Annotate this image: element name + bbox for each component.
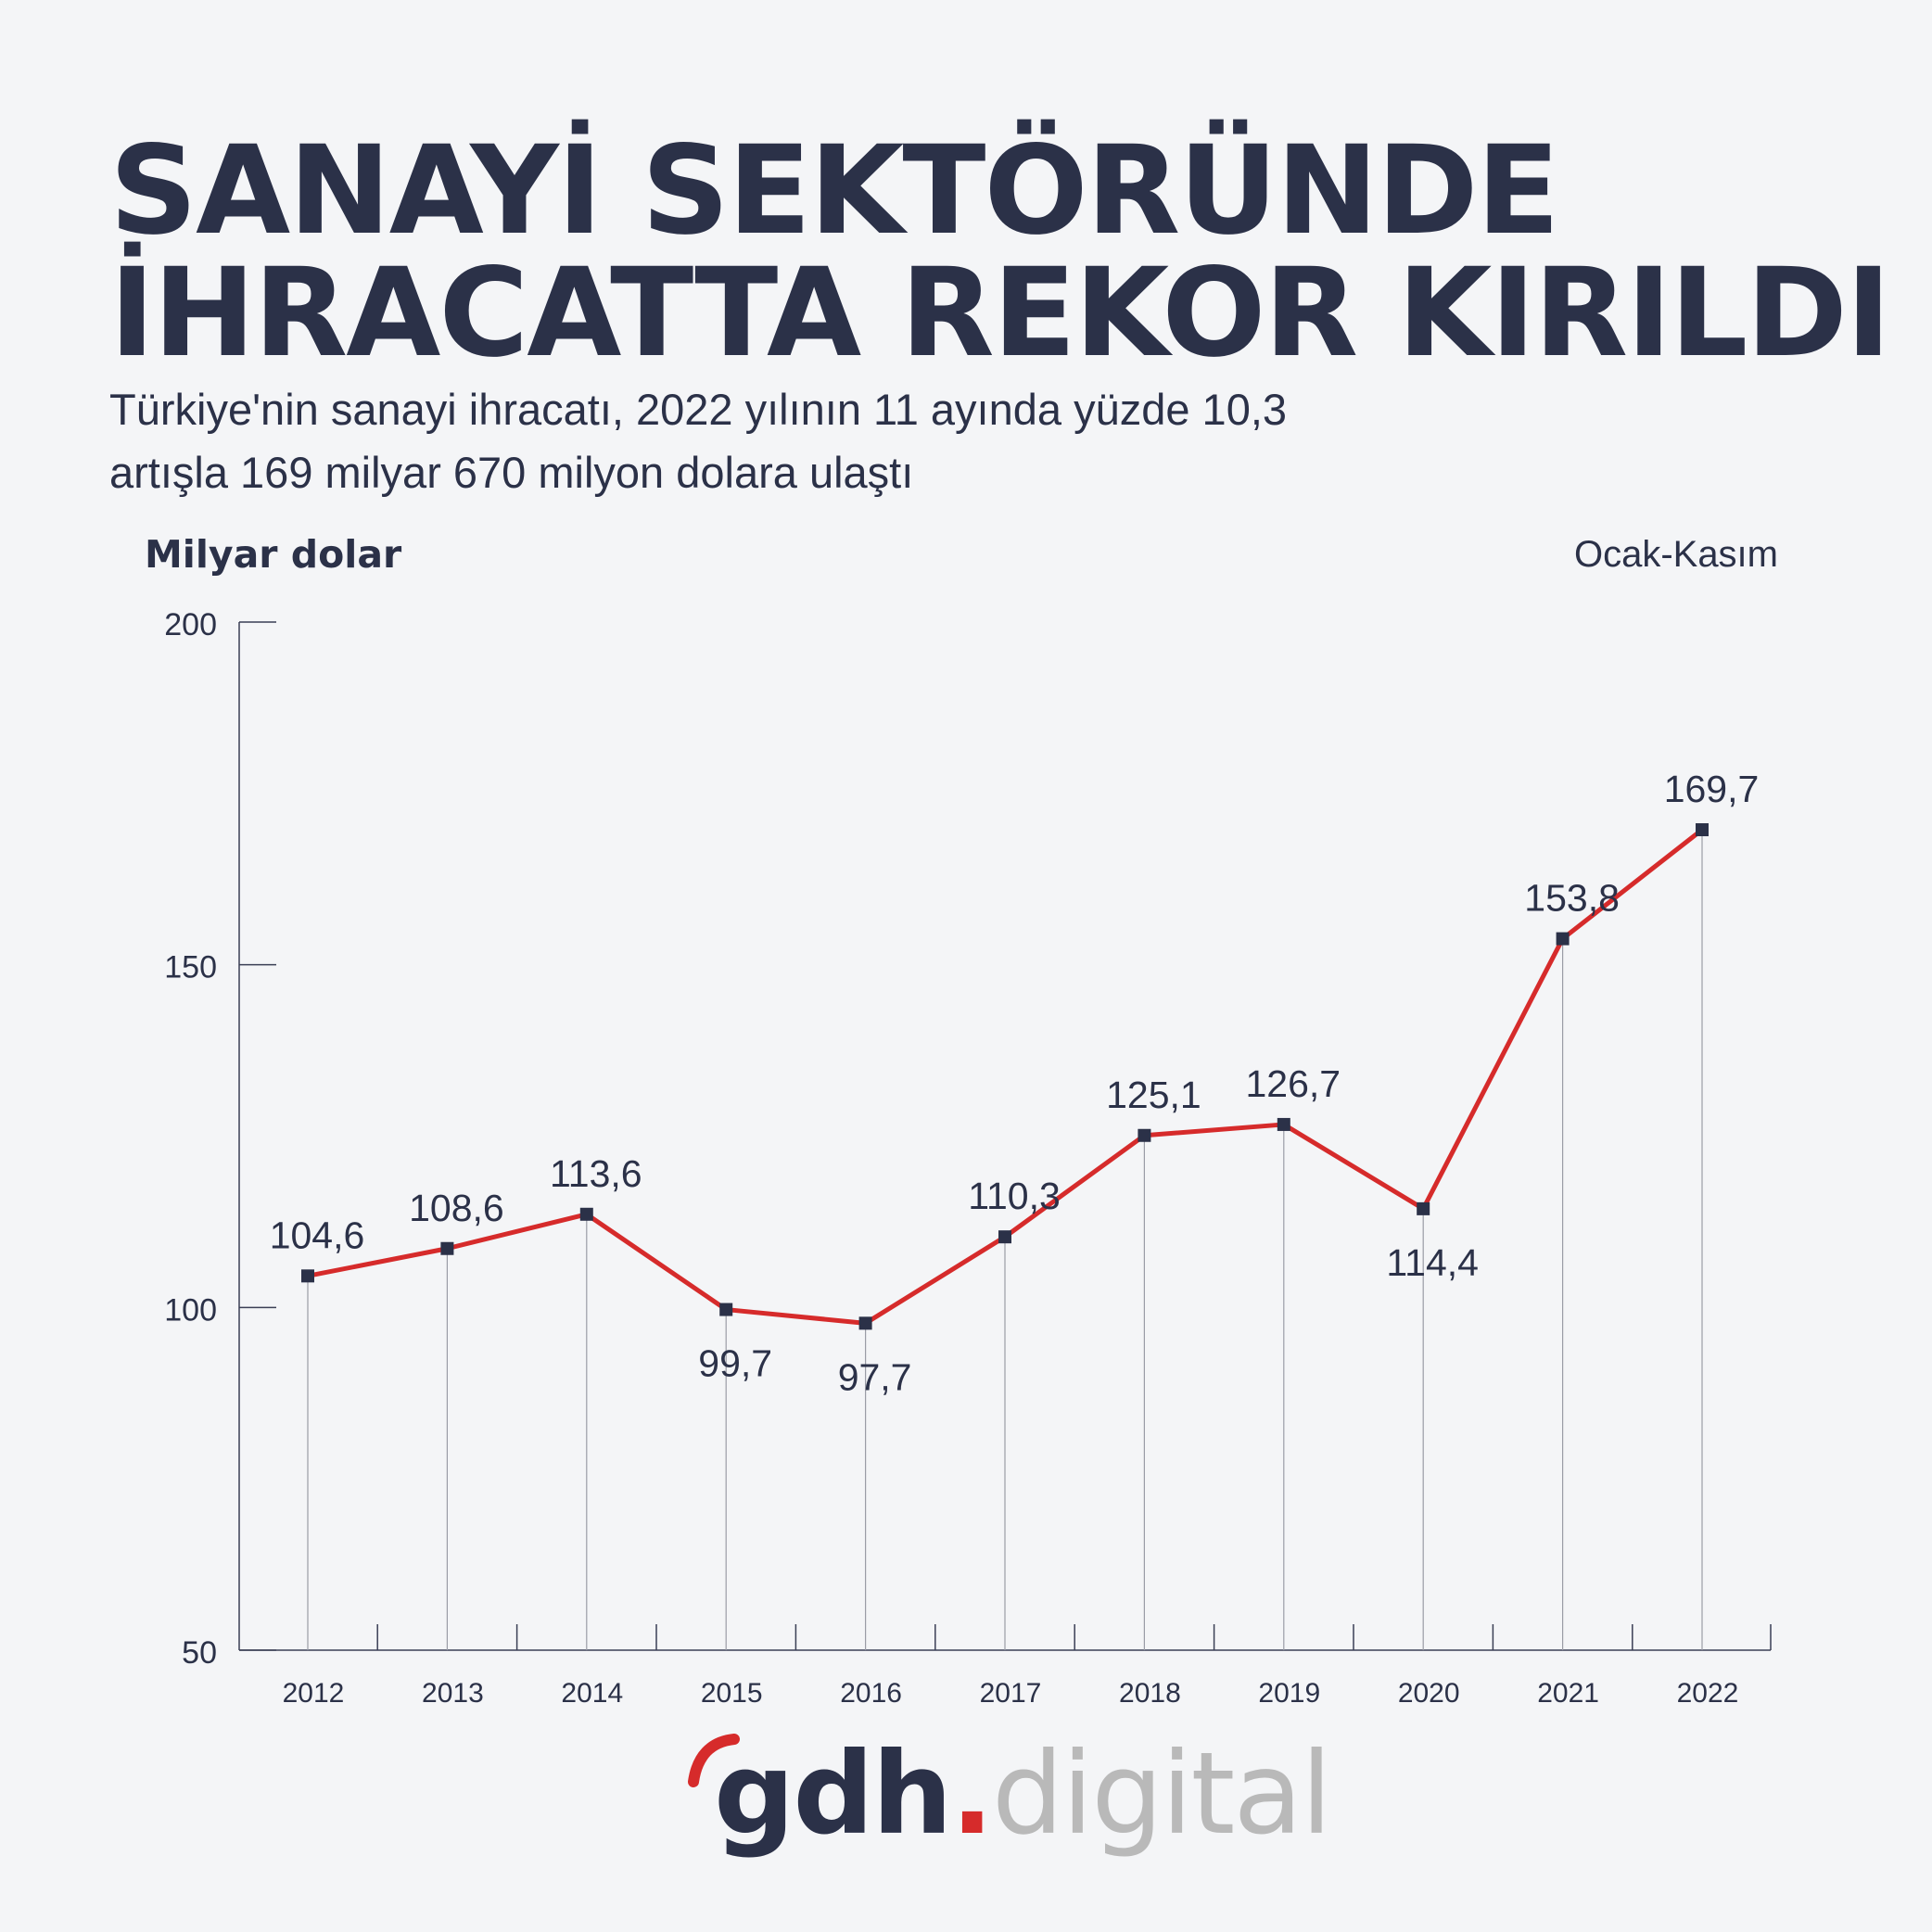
data-point — [301, 1269, 314, 1283]
subtitle-line-1: Türkiye'nin sanayi ihracatı, 2022 yılını… — [109, 385, 1288, 434]
x-tick-label: 2021 — [1537, 1678, 1599, 1709]
data-point — [1556, 932, 1570, 946]
data-point — [440, 1241, 454, 1255]
x-tick-label: 2012 — [283, 1678, 345, 1709]
x-tick-label: 2013 — [422, 1678, 484, 1709]
period-label: Ocak-Kasım — [1573, 534, 1778, 575]
title-line-1: SANAYİ SEKTÖRÜNDE — [109, 120, 1560, 262]
y-axis-unit-label: Milyar dolar — [145, 532, 402, 577]
data-label: 153,8 — [1524, 877, 1620, 920]
data-label: 169,7 — [1664, 768, 1760, 810]
data-label: 110,3 — [968, 1175, 1061, 1217]
y-tick-label: 200 — [164, 607, 217, 642]
x-tick-label: 2020 — [1398, 1678, 1460, 1709]
x-tick-label: 2014 — [561, 1678, 623, 1709]
subtitle-line-2: artışla 169 milyar 670 milyon dolara ula… — [109, 448, 914, 497]
logo-wordmark: gdh.digital — [714, 1724, 1332, 1863]
chart-title: SANAYİ SEKTÖRÜNDE İHRACATTA REKOR KIRILD… — [109, 120, 1891, 385]
x-tick-label: 2017 — [980, 1678, 1042, 1709]
data-point — [858, 1316, 872, 1330]
data-point — [1138, 1128, 1151, 1142]
y-tick-label: 100 — [164, 1292, 217, 1328]
chart-subtitle: Türkiye'nin sanayi ihracatı, 2022 yılını… — [109, 378, 1685, 504]
data-point — [719, 1303, 733, 1316]
data-label: 97,7 — [838, 1355, 912, 1398]
x-tick-label: 2015 — [701, 1678, 763, 1709]
data-label: 114,4 — [1386, 1241, 1479, 1284]
data-label: 126,7 — [1245, 1062, 1341, 1105]
data-label: 108,6 — [409, 1187, 504, 1229]
logo-dot: . — [950, 1728, 994, 1860]
data-point — [1417, 1201, 1430, 1215]
data-point — [1696, 823, 1709, 837]
y-tick-label: 150 — [164, 950, 217, 985]
data-label: 104,6 — [270, 1214, 365, 1256]
logo-main-text: gdh — [714, 1728, 953, 1860]
x-tick-label: 2022 — [1677, 1678, 1739, 1709]
line-chart: 50 100 150 200 2012 2013 2014 2015 2016 2017 2018 2… — [164, 607, 1772, 1709]
gdh-digital-logo: gdh.digital — [686, 1724, 1332, 1873]
title-line-2: İHRACATTA REKOR KIRILDI — [109, 242, 1891, 385]
y-tick-label: 50 — [182, 1635, 217, 1671]
data-point — [998, 1230, 1011, 1244]
data-label: 125,1 — [1106, 1074, 1201, 1116]
logo-sub-text: digital — [991, 1728, 1332, 1860]
x-tick-label: 2018 — [1119, 1678, 1181, 1709]
data-point — [579, 1207, 593, 1221]
data-label: 113,6 — [550, 1152, 642, 1195]
data-point — [1277, 1117, 1290, 1131]
data-label: 99,7 — [698, 1342, 772, 1385]
logo-swoosh-icon — [688, 1734, 740, 1787]
x-tick-label: 2016 — [840, 1678, 902, 1709]
x-tick-label: 2019 — [1258, 1678, 1320, 1709]
